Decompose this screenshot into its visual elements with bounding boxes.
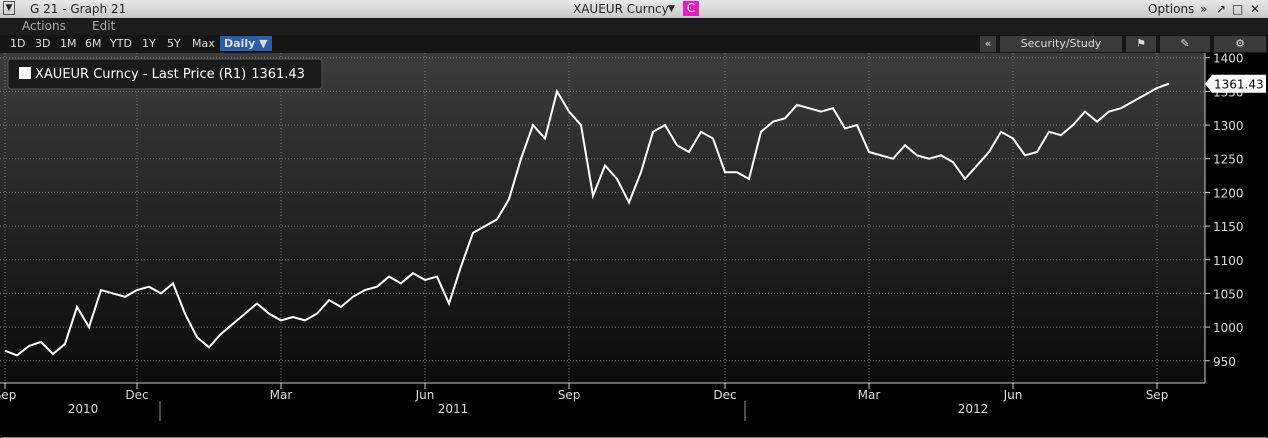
flag-button[interactable]: ⚑ xyxy=(1126,36,1156,52)
period-button[interactable]: Max xyxy=(192,37,215,50)
period-button[interactable]: 1D xyxy=(10,37,26,50)
x-tick-label: Sep xyxy=(558,388,581,402)
year-label: 2011 xyxy=(438,402,469,416)
y-tick-label: 1050 xyxy=(1213,287,1244,301)
legend-last-value: 1361.43 xyxy=(251,67,305,82)
edit-button[interactable]: ✎ xyxy=(1160,36,1210,52)
window-restore[interactable]: □ xyxy=(1232,2,1244,16)
chart: 950100010501100115012001250130013501400S… xyxy=(0,53,1268,438)
window-menu[interactable]: ▼ xyxy=(3,1,15,15)
menu-item[interactable]: Actions xyxy=(22,19,66,33)
toolbar: 1D 3D 1M 6M YTD 1Y 5Y Max Daily ▼ « Security/Stu… xyxy=(0,35,1268,53)
period-button[interactable]: YTD xyxy=(110,37,132,50)
title-bar: ▼ G 21 - Graph 21 XAUEUR Curncy ▼ C Opti… xyxy=(0,0,1268,18)
settings-button[interactable]: ⚙ xyxy=(1214,36,1266,52)
period-button[interactable]: Daily ▼ xyxy=(220,36,272,51)
y-tick-label: 1000 xyxy=(1213,321,1244,335)
legend-series-name: XAUEUR Curncy - Last Price (R1) xyxy=(35,67,246,82)
x-axis-band xyxy=(0,383,1268,438)
last-price-label: 1361.43 xyxy=(1214,78,1264,92)
y-tick-label: 1200 xyxy=(1213,186,1244,200)
x-tick-label: Sep xyxy=(1146,388,1169,402)
legend-text: XAUEUR Curncy - Last Price (R1) 1361.43 xyxy=(35,67,305,82)
menu-bar: Actions Edit xyxy=(0,18,1268,35)
x-tick-label: Dec xyxy=(125,388,148,402)
x-tick-label: Mar xyxy=(858,388,881,402)
window-pop[interactable]: ↗ xyxy=(1216,2,1227,16)
x-tick-label: Dec xyxy=(713,388,736,402)
menu-item[interactable]: Edit xyxy=(92,19,116,33)
y-tick-label: 1400 xyxy=(1213,53,1244,66)
period-button[interactable]: 3D xyxy=(35,37,51,50)
period-button[interactable]: 5Y xyxy=(167,37,181,50)
year-label: 2010 xyxy=(68,402,99,416)
x-tick-label: Jun xyxy=(415,388,435,402)
collapse-button[interactable]: « xyxy=(980,36,996,52)
legend: XAUEUR Curncy - Last Price (R1) 1361.43 xyxy=(7,58,323,90)
security-name: XAUEUR Curncy xyxy=(573,2,669,16)
study-label: Security/Study xyxy=(1020,37,1102,50)
year-label: 2012 xyxy=(958,402,989,416)
period-button[interactable]: 6M xyxy=(85,37,102,50)
price-line xyxy=(4,82,1170,357)
x-tick-label: Jun xyxy=(1003,388,1023,402)
window-close[interactable]: ✕ xyxy=(1250,2,1261,16)
window-title: G 21 - Graph 21 xyxy=(30,2,127,16)
legend-box xyxy=(7,58,323,90)
period-button[interactable]: 1Y xyxy=(142,37,156,50)
options-arrows[interactable]: » xyxy=(1200,2,1208,16)
last-price-tag-bg xyxy=(1205,74,1266,93)
y-axis-band xyxy=(1205,53,1268,383)
y-tick-label: 1100 xyxy=(1213,254,1244,268)
security-tag[interactable]: C xyxy=(683,1,699,16)
y-tick-label: 950 xyxy=(1213,355,1236,369)
y-tick-label: 1250 xyxy=(1213,153,1244,167)
y-tick-label: 1150 xyxy=(1213,220,1244,234)
period-button[interactable]: 1M xyxy=(60,37,77,50)
legend-swatch xyxy=(19,67,31,79)
x-tick-label: Mar xyxy=(270,388,293,402)
x-tick-label: Sep xyxy=(0,388,16,402)
options-button[interactable]: Options xyxy=(1148,2,1195,16)
security-dropdown[interactable]: ▼ xyxy=(668,4,675,14)
y-tick-label: 1300 xyxy=(1213,119,1244,133)
security-study-button[interactable]: Security/Study xyxy=(1000,36,1122,52)
chart-background xyxy=(0,53,1268,438)
